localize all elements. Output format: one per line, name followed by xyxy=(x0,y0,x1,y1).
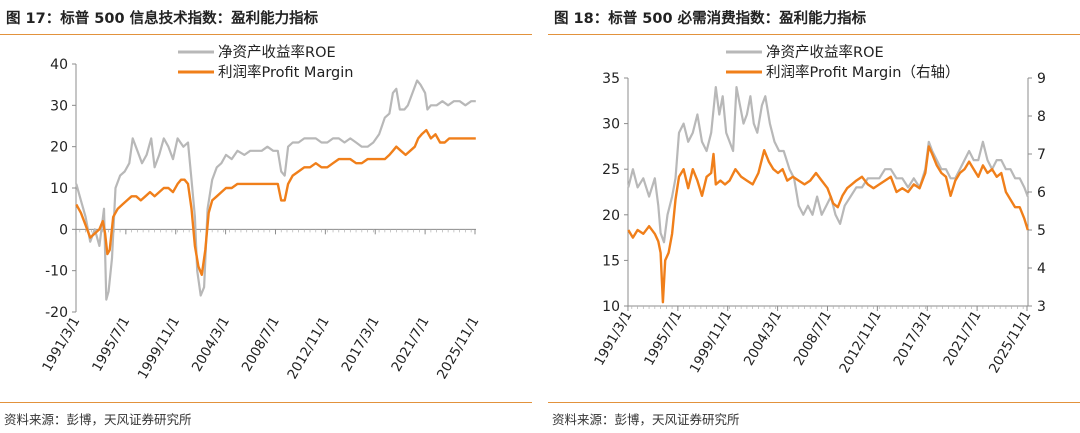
x-tick-label: 2008/7/1 xyxy=(239,314,283,375)
x-tick-label: 1999/11/1 xyxy=(135,314,183,382)
y2-tick-label: 5 xyxy=(1037,223,1046,239)
series-line-margin xyxy=(75,128,476,276)
x-tick-label: 2021/7/1 xyxy=(940,308,984,369)
chart-right: 10 15 20 25 30 35 3 4 5 6 7 8 9 1991/3/1 1995/7/1 1999/… xyxy=(591,44,1046,376)
y2-tick-label: 6 xyxy=(1037,185,1046,201)
x-tick-label: 1999/11/1 xyxy=(687,308,735,376)
source-note-left: 资料来源：彭博，天风证券研究所 xyxy=(4,412,192,427)
y-tick-label: 35 xyxy=(602,71,620,87)
x-tick-label: 2012/11/1 xyxy=(284,314,332,382)
x-tick-label: 1991/3/1 xyxy=(39,314,83,375)
y-tick-label: 10 xyxy=(602,299,620,315)
panel-right: 图 18：标普 500 必需消费指数：盈利能力指标 10 15 20 25 30 35 3 4… xyxy=(548,0,1080,433)
y-tick-label: 15 xyxy=(602,253,620,269)
chart-title-right: 图 18：标普 500 必需消费指数：盈利能力指标 xyxy=(554,11,867,27)
y2-tick-label: 4 xyxy=(1037,261,1046,277)
divider-top-right xyxy=(548,34,1080,35)
x-tick-label: 2017/3/1 xyxy=(891,308,935,369)
source-note-right: 资料来源：彭博，天风证券研究所 xyxy=(552,412,740,427)
y-tick-label: 25 xyxy=(602,162,620,178)
divider-bottom-right xyxy=(548,402,1080,403)
legend-label: 利润率Profit Margin xyxy=(218,64,353,81)
series-line-roe xyxy=(75,79,476,301)
x-tick-label: 1995/7/1 xyxy=(641,308,685,369)
x-tick-label: 2021/7/1 xyxy=(388,314,432,375)
series-line-roe xyxy=(627,86,1029,244)
y-tick-label: 0 xyxy=(59,222,68,238)
y-tick-label: 40 xyxy=(50,57,68,73)
x-tick-label: 2025/11/1 xyxy=(434,314,482,382)
x-tick-label: 2004/3/1 xyxy=(189,314,233,375)
x-tick-label: 1991/3/1 xyxy=(591,308,635,369)
panel-left: 图 17：标普 500 信息技术指数：盈利能力指标 -20 -10 0 10 20 30 4… xyxy=(0,0,532,433)
divider-top-left xyxy=(0,34,532,35)
y2-tick-label: 8 xyxy=(1037,109,1046,125)
y-tick-label: -10 xyxy=(45,264,68,280)
y-tick-label: 20 xyxy=(602,208,620,224)
x-tick-label: 2025/11/1 xyxy=(986,308,1034,376)
y-tick-label: 30 xyxy=(602,117,620,133)
y-tick-label: 20 xyxy=(50,140,68,156)
y2-tick-label: 7 xyxy=(1037,147,1046,163)
y2-tick-label: 3 xyxy=(1037,299,1046,315)
x-tick-label: 2012/11/1 xyxy=(836,308,884,376)
legend-label: 净资产收益率ROE xyxy=(766,44,884,61)
chart-title-left: 图 17：标普 500 信息技术指数：盈利能力指标 xyxy=(6,11,319,27)
y2-tick-label: 9 xyxy=(1037,71,1046,87)
x-tick-label: 2004/3/1 xyxy=(741,308,785,369)
y-tick-label: 30 xyxy=(50,98,68,114)
legend-label: 利润率Profit Margin（右轴） xyxy=(766,64,959,81)
divider-bottom-left xyxy=(0,402,532,403)
y-tick-label: -20 xyxy=(45,305,68,321)
legend-label: 净资产收益率ROE xyxy=(218,44,336,61)
y-tick-label: 10 xyxy=(50,181,68,197)
x-tick-label: 1995/7/1 xyxy=(89,314,133,375)
chart-left: -20 -10 0 10 20 30 40 1991/3/1 1995/7/1 1999/11/1… xyxy=(39,44,482,382)
series-line-margin xyxy=(627,145,1029,304)
x-tick-label: 2008/7/1 xyxy=(791,308,835,369)
x-tick-label: 2017/3/1 xyxy=(339,314,383,375)
